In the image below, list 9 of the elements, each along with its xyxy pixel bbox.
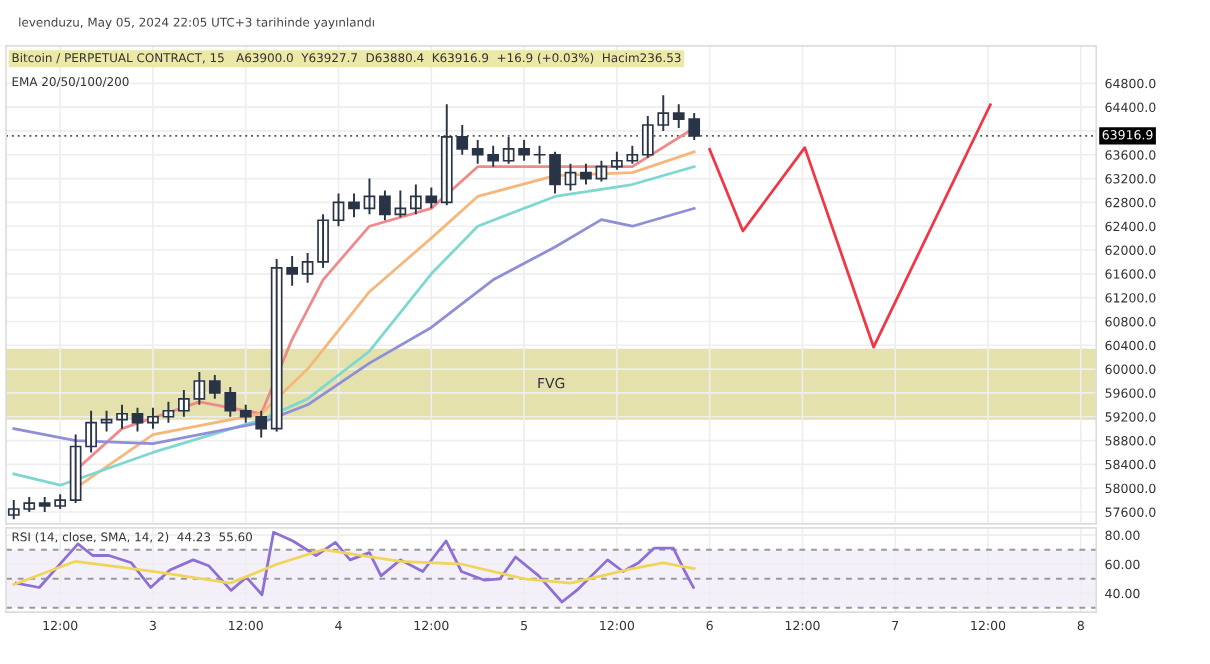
candlestick <box>116 403 128 430</box>
line-series <box>12 548 696 586</box>
candlestick <box>518 138 530 162</box>
line-series <box>12 206 696 445</box>
candlestick <box>147 406 159 430</box>
candlestick <box>533 144 546 165</box>
line-series <box>14 530 695 604</box>
line-series <box>708 103 992 349</box>
candlestick <box>131 406 144 433</box>
